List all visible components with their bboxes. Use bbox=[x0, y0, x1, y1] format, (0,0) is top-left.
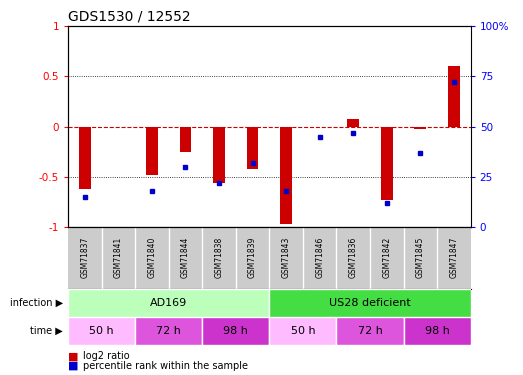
Bar bbox=[213, 127, 225, 183]
Text: 98 h: 98 h bbox=[425, 326, 450, 336]
Text: 72 h: 72 h bbox=[156, 326, 181, 336]
Text: GSM71838: GSM71838 bbox=[214, 237, 223, 278]
Bar bbox=[347, 118, 359, 127]
Text: AD169: AD169 bbox=[150, 298, 187, 308]
Bar bbox=[269, 289, 471, 317]
Text: 72 h: 72 h bbox=[358, 326, 382, 336]
Bar bbox=[448, 66, 460, 127]
Bar bbox=[146, 127, 158, 175]
Text: ■: ■ bbox=[68, 351, 78, 361]
Bar bbox=[68, 289, 269, 317]
Bar bbox=[68, 317, 135, 345]
Text: GSM71843: GSM71843 bbox=[281, 237, 291, 279]
Text: time ▶: time ▶ bbox=[30, 326, 63, 336]
Text: log2 ratio: log2 ratio bbox=[83, 351, 129, 361]
Text: GSM71847: GSM71847 bbox=[449, 237, 459, 279]
Text: 50 h: 50 h bbox=[291, 326, 315, 336]
Bar bbox=[336, 317, 404, 345]
Bar bbox=[269, 317, 336, 345]
Bar bbox=[179, 127, 191, 152]
Bar bbox=[280, 127, 292, 224]
Text: US28 deficient: US28 deficient bbox=[329, 298, 411, 308]
Text: 50 h: 50 h bbox=[89, 326, 114, 336]
Text: GSM71846: GSM71846 bbox=[315, 237, 324, 279]
Text: GSM71837: GSM71837 bbox=[80, 237, 89, 279]
Bar bbox=[381, 127, 393, 200]
Text: ■: ■ bbox=[68, 361, 78, 370]
Text: 98 h: 98 h bbox=[223, 326, 248, 336]
Text: percentile rank within the sample: percentile rank within the sample bbox=[83, 361, 247, 370]
Bar bbox=[202, 317, 269, 345]
Text: GDS1530 / 12552: GDS1530 / 12552 bbox=[68, 10, 190, 24]
Bar bbox=[247, 127, 258, 169]
Text: GSM71840: GSM71840 bbox=[147, 237, 156, 279]
Text: GSM71842: GSM71842 bbox=[382, 237, 391, 278]
Text: GSM71839: GSM71839 bbox=[248, 237, 257, 279]
Text: GSM71844: GSM71844 bbox=[181, 237, 190, 279]
Text: GSM71841: GSM71841 bbox=[114, 237, 123, 278]
Bar bbox=[135, 317, 202, 345]
Bar bbox=[79, 127, 90, 189]
Text: GSM71836: GSM71836 bbox=[349, 237, 358, 279]
Bar bbox=[415, 127, 426, 129]
Bar bbox=[404, 317, 471, 345]
Text: infection ▶: infection ▶ bbox=[9, 298, 63, 308]
Text: GSM71845: GSM71845 bbox=[416, 237, 425, 279]
